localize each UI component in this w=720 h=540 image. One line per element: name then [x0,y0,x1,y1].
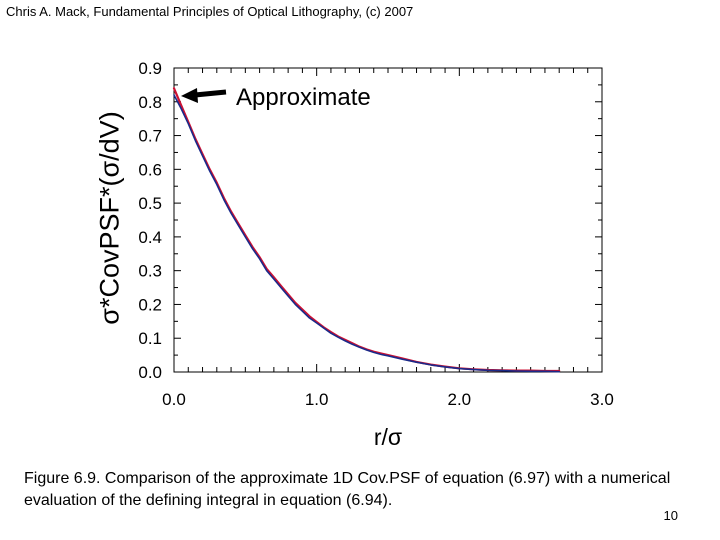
y-tick-label: 0.6 [138,160,162,179]
x-axis-title: r/σ [373,424,403,450]
x-tick-label: 1.0 [305,390,329,409]
y-tick-label: 0.9 [138,59,162,78]
plot-frame [173,67,603,373]
y-tick-label: 0.5 [138,194,162,213]
y-tick-label: 0.8 [138,93,162,112]
x-tick-label: 0.0 [162,390,186,409]
y-tick-label: 0.0 [138,363,162,382]
x-tick-label: 3.0 [590,390,614,409]
series-line-approximate [173,94,561,373]
annotation-arrowhead [181,88,198,103]
y-tick-label: 0.7 [138,127,162,146]
annotation-group: Approximate [181,84,371,111]
annotation-arrow [194,89,227,98]
x-tick-label: 2.0 [448,390,472,409]
annotation-label: Approximate [236,84,371,111]
page-number: 10 [663,508,678,523]
y-tick-label: 0.1 [138,329,162,348]
y-tick-label: 0.3 [138,262,162,281]
y-tick-label: 0.4 [138,228,162,247]
citation-header: Chris A. Mack, Fundamental Principles of… [6,4,414,19]
y-tick-label: 0.2 [138,295,162,314]
axis-ticks: 0.0 0.1 0.2 0.3 0.4 0.5 0.6 0.7 0.8 0.9 0.0 1.0 2.0 3… [138,59,613,409]
y-axis-title: σ*CovPSF*(σ/dV) [94,111,125,325]
figure-caption: Figure 6.9. Comparison of the approximat… [24,470,671,509]
series-layer [172,87,561,373]
series-line-numerical [172,87,561,373]
